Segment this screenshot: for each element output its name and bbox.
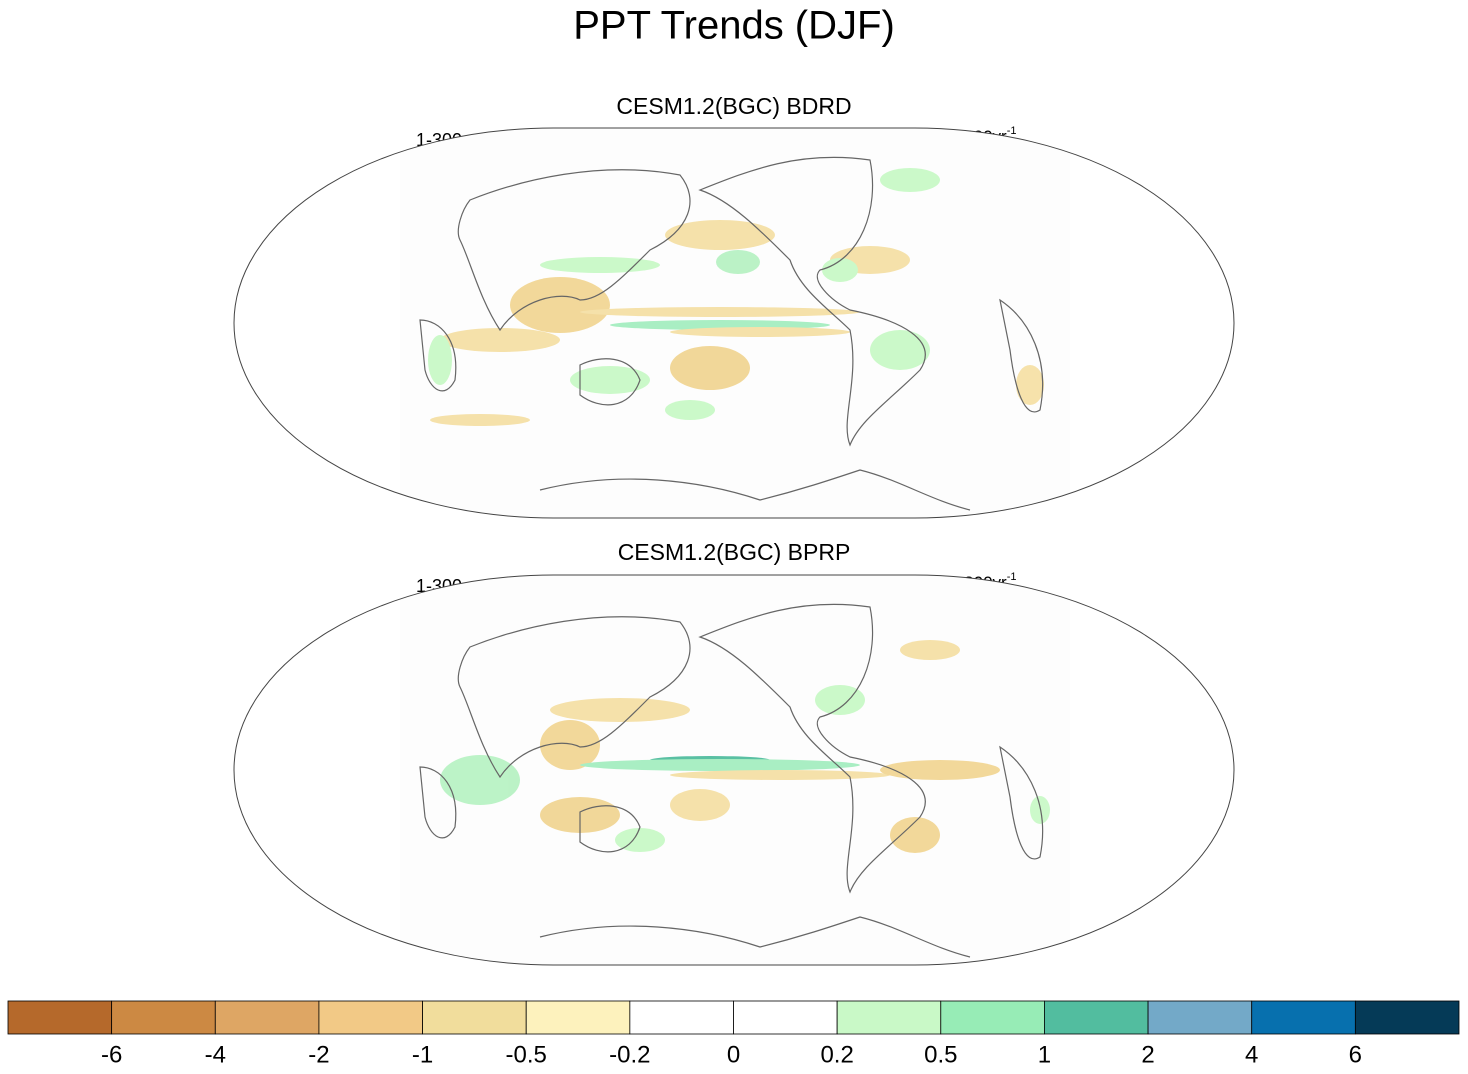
colorbar-label: -4 — [205, 1041, 226, 1068]
coastlines — [419, 156, 1044, 511]
figure-title: PPT Trends (DJF) — [573, 4, 895, 48]
coastlines — [419, 603, 1044, 958]
colorbar-label: 2 — [1141, 1041, 1154, 1068]
colorbar-label: 0 — [727, 1041, 740, 1068]
map — [400, 128, 1070, 518]
colorbar-box — [940, 1000, 1045, 1035]
units-superscript: -1 — [1007, 125, 1017, 137]
colorbar-box — [1044, 1000, 1149, 1035]
panel-title: CESM1.2(BGC) BPRP — [618, 539, 851, 565]
colorbar-box — [7, 1000, 113, 1035]
colorbar-box — [1147, 1000, 1253, 1035]
colorbar-label: 4 — [1245, 1041, 1258, 1068]
map-border — [233, 574, 1235, 966]
colorbar-label: -6 — [101, 1041, 122, 1068]
colorbar-box — [733, 1000, 838, 1035]
panel-title: CESM1.2(BGC) BDRD — [616, 93, 851, 119]
colorbar-label: 1 — [1038, 1041, 1051, 1068]
colorbar-label: -0.5 — [506, 1041, 547, 1068]
colorbar-label: 6 — [1349, 1041, 1362, 1068]
colorbar-box — [836, 1000, 942, 1035]
colorbar-box — [214, 1000, 320, 1035]
trend-shading — [428, 168, 1044, 426]
colorbar-label: 0.2 — [820, 1041, 853, 1068]
colorbar: -6 -4 -2 -1 -0.5 -0.2 0 0.2 0.5 1 2 4 6 — [7, 1000, 1460, 1068]
colorbar-box — [525, 1000, 631, 1035]
colorbar-box — [318, 1000, 423, 1035]
map-panel: CESM1.2(BGC) BPRP 1-300 mm/day 300yr-1 — [233, 539, 1235, 966]
colorbar-box — [1354, 1000, 1460, 1035]
colorbar-label: -2 — [308, 1041, 329, 1068]
trend-shading — [440, 640, 1050, 853]
colorbar-label: -0.2 — [609, 1041, 650, 1068]
units-superscript: -1 — [1007, 571, 1017, 583]
colorbar-box — [111, 1000, 216, 1035]
map-panel: CESM1.2(BGC) BDRD 1-300 mm/day 300yr-1 — [233, 93, 1235, 519]
colorbar-box — [629, 1000, 734, 1035]
colorbar-box — [422, 1000, 527, 1035]
map-border — [233, 127, 1235, 519]
map — [400, 575, 1070, 965]
colorbar-label: -1 — [412, 1041, 433, 1068]
colorbar-box — [1251, 1000, 1356, 1035]
colorbar-label: 0.5 — [924, 1041, 957, 1068]
